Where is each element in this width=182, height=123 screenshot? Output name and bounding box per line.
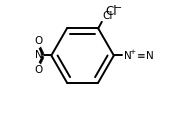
Text: O: O xyxy=(35,64,43,75)
Text: −: − xyxy=(114,3,122,13)
Text: Cl: Cl xyxy=(102,11,113,21)
Text: N$^{\!\!+\!}$$\!\equiv\!$N: N$^{\!\!+\!}$$\!\equiv\!$N xyxy=(123,49,155,62)
Text: Cl: Cl xyxy=(105,5,117,17)
Text: N: N xyxy=(35,50,43,61)
Text: O: O xyxy=(35,37,43,46)
